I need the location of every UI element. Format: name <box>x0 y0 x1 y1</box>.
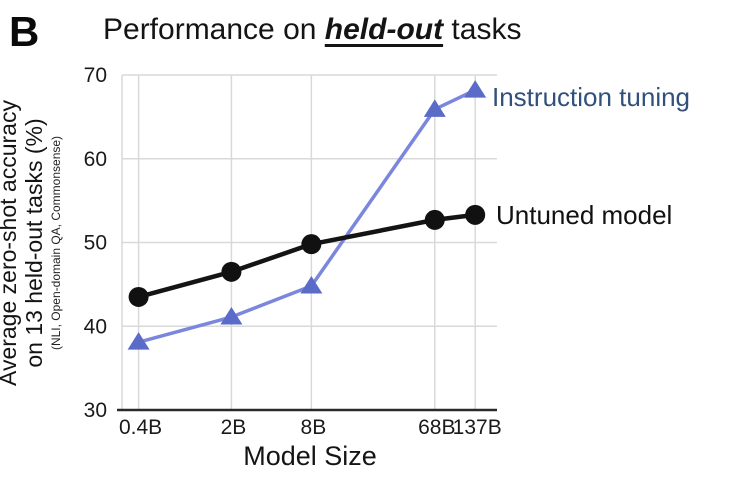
data-point-circle-137B <box>465 204 486 225</box>
y-tick-label-70: 70 <box>84 64 107 87</box>
data-point-triangle-137B <box>464 80 487 98</box>
legend-label-untuned-model: Untuned model <box>496 200 673 230</box>
x-axis-label: Model Size <box>243 441 377 471</box>
data-point-triangle-0.4B <box>127 332 150 350</box>
data-point-triangle-8B <box>300 276 323 294</box>
y-tick-label-50: 50 <box>84 232 107 255</box>
data-point-circle-0.4B <box>128 286 149 307</box>
x-tick-label-0.4B: 0.4B <box>119 416 162 439</box>
chart-title-emphasis: held-out <box>324 13 444 46</box>
data-point-triangle-2B <box>220 307 243 325</box>
y-tick-label-30: 30 <box>84 399 107 422</box>
series-line-instruction-tuning <box>136 88 477 344</box>
data-point-circle-2B <box>221 261 242 282</box>
x-tick-label-137B: 137B <box>453 416 502 439</box>
y-tick-label-40: 40 <box>84 315 107 338</box>
data-point-circle-68B <box>424 209 445 230</box>
chart-title: Performance on held-out tasks <box>103 13 521 47</box>
x-tick-label-68B: 68B <box>418 416 455 439</box>
data-point-triangle-68B <box>423 99 446 117</box>
chart-title-suffix: tasks <box>443 13 522 46</box>
chart-title-prefix: Performance on <box>103 13 325 46</box>
x-tick-label-8B: 8B <box>301 416 327 439</box>
x-tick-label-2B: 2B <box>221 416 247 439</box>
panel-label: B <box>9 8 39 55</box>
y-tick-label-60: 60 <box>84 148 107 171</box>
data-point-circle-8B <box>301 234 322 255</box>
legend-label-instruction-tuning: Instruction tuning <box>492 82 691 112</box>
